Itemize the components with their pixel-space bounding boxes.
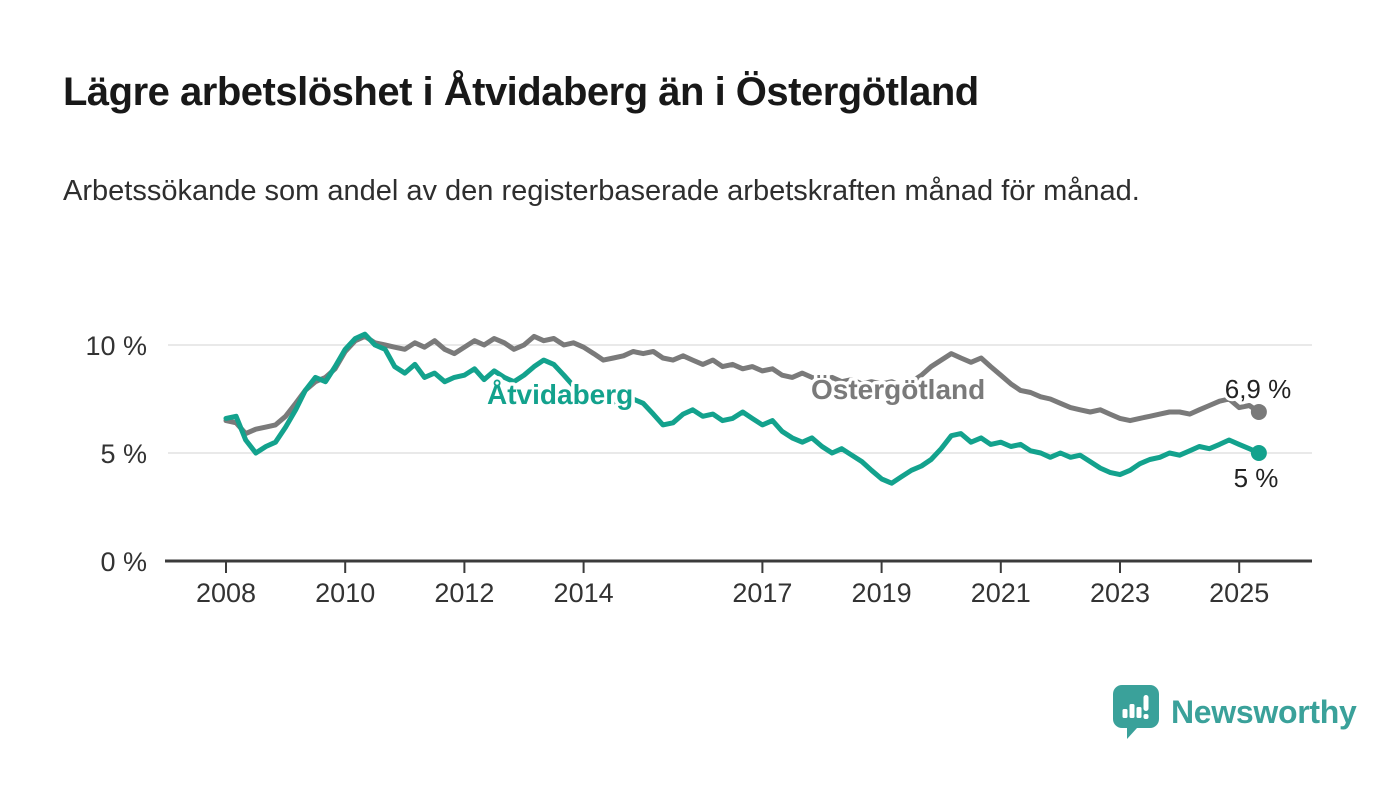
x-tick-label: 2012 (434, 578, 494, 608)
series-label-ostergotland: Östergötland (811, 374, 985, 405)
series-line-ostergotland (223, 333, 1262, 437)
x-tick-label: 2008 (196, 578, 256, 608)
end-value-label-ostergotland: 6,9 % (1225, 374, 1292, 404)
newsworthy-speech-bubble-barchart-icon (1113, 685, 1159, 739)
exclamation-bar (1143, 695, 1149, 711)
chart-title: Lägre arbetslöshet i Åtvidaberg än i Öst… (63, 70, 979, 114)
y-tick-label: 5 % (100, 439, 147, 469)
y-tick-label: 0 % (100, 547, 147, 577)
x-tick-label: 2010 (315, 578, 375, 608)
end-value-label-atvidaberg: 5 % (1234, 463, 1279, 493)
series-end-dot-ostergotland (1250, 403, 1267, 420)
x-tick-label: 2014 (554, 578, 614, 608)
series-end-dot-atvidaberg (1250, 445, 1267, 461)
brand-name: Newsworthy (1171, 693, 1357, 730)
x-tick-label: 2021 (971, 578, 1031, 608)
y-tick-label: 10 % (85, 331, 147, 361)
x-tick-label: 2025 (1209, 578, 1269, 608)
series-line-atvidaberg (223, 331, 1262, 486)
x-tick-label: 2023 (1090, 578, 1150, 608)
x-tick-label: 2019 (852, 578, 912, 608)
series-label-atvidaberg: Åtvidaberg (487, 379, 633, 410)
newsworthy-logo: Newsworthy (1112, 684, 1357, 740)
barchart-bars (1122, 695, 1149, 719)
chart-subtitle: Arbetssökande som andel av den registerb… (63, 175, 1140, 207)
x-tick-label: 2017 (732, 578, 792, 608)
exclamation-dot (1143, 714, 1149, 719)
